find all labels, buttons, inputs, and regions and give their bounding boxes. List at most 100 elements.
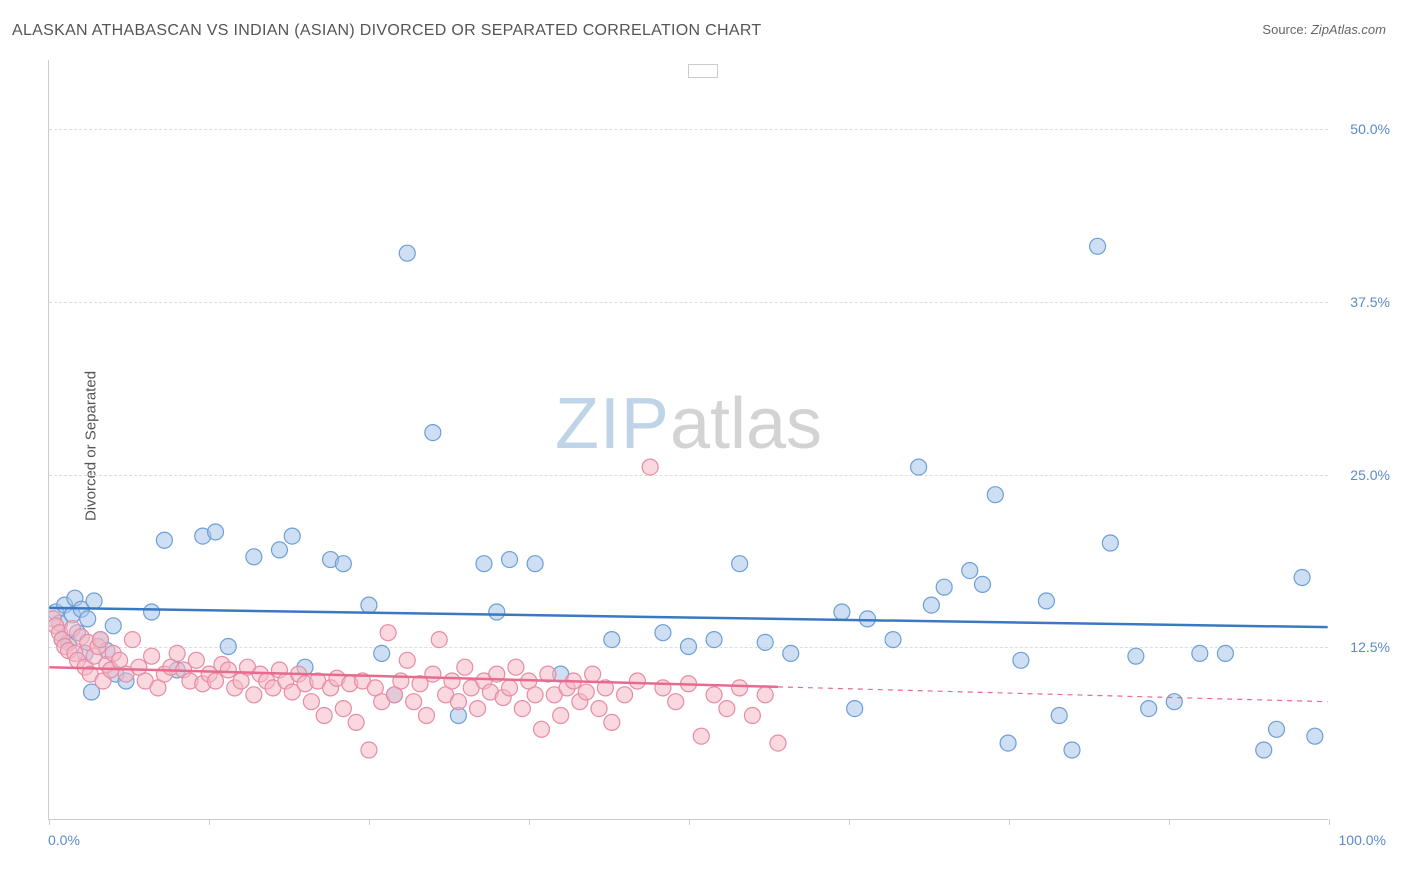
y-tick-label: 37.5% <box>1350 294 1390 310</box>
x-tick <box>1329 819 1330 825</box>
scatter-point <box>220 639 236 655</box>
scatter-svg <box>49 60 1328 819</box>
scatter-point <box>418 708 434 724</box>
scatter-point <box>169 645 185 661</box>
scatter-point <box>923 597 939 613</box>
scatter-point <box>457 659 473 675</box>
scatter-point <box>1256 742 1272 758</box>
scatter-point <box>502 680 518 696</box>
chart-title: ALASKAN ATHABASCAN VS INDIAN (ASIAN) DIV… <box>12 22 761 40</box>
scatter-point <box>208 524 224 540</box>
scatter-point <box>246 549 262 565</box>
scatter-point <box>642 459 658 475</box>
scatter-point <box>1192 645 1208 661</box>
scatter-point <box>1000 735 1016 751</box>
scatter-point <box>489 604 505 620</box>
scatter-point <box>885 632 901 648</box>
x-tick <box>529 819 530 825</box>
scatter-point <box>1294 570 1310 586</box>
scatter-point <box>527 556 543 572</box>
scatter-point <box>534 721 550 737</box>
scatter-point <box>1102 535 1118 551</box>
scatter-point <box>911 459 927 475</box>
scatter-point <box>335 556 351 572</box>
scatter-point <box>757 687 773 703</box>
scatter-point <box>380 625 396 641</box>
scatter-point <box>585 666 601 682</box>
scatter-point <box>514 701 530 717</box>
scatter-point <box>962 563 978 579</box>
scatter-point <box>425 666 441 682</box>
scatter-point <box>770 735 786 751</box>
trend-line <box>49 608 1327 627</box>
scatter-point <box>1166 694 1182 710</box>
scatter-point <box>208 673 224 689</box>
scatter-point <box>1307 728 1323 744</box>
x-tick <box>49 819 50 825</box>
scatter-point <box>617 687 633 703</box>
scatter-point <box>92 632 108 648</box>
scatter-point <box>1051 708 1067 724</box>
scatter-point <box>144 648 160 664</box>
scatter-point <box>706 687 722 703</box>
scatter-point <box>502 552 518 568</box>
scatter-point <box>936 579 952 595</box>
scatter-point <box>1090 238 1106 254</box>
x-tick <box>209 819 210 825</box>
scatter-point <box>399 652 415 668</box>
scatter-point <box>124 632 140 648</box>
scatter-point <box>476 556 492 572</box>
scatter-point <box>732 680 748 696</box>
scatter-point <box>655 680 671 696</box>
scatter-point <box>450 694 466 710</box>
scatter-point <box>527 687 543 703</box>
scatter-point <box>1141 701 1157 717</box>
scatter-point <box>335 701 351 717</box>
scatter-point <box>706 632 722 648</box>
scatter-point <box>86 593 102 609</box>
trend-line-extrapolated <box>778 687 1328 702</box>
scatter-point <box>361 742 377 758</box>
source-value: ZipAtlas.com <box>1311 22 1386 37</box>
scatter-point <box>655 625 671 641</box>
scatter-point <box>783 645 799 661</box>
scatter-point <box>271 542 287 558</box>
scatter-point <box>105 618 121 634</box>
scatter-point <box>553 708 569 724</box>
scatter-point <box>303 694 319 710</box>
y-tick-label: 12.5% <box>1350 639 1390 655</box>
scatter-point <box>284 528 300 544</box>
x-tick <box>369 819 370 825</box>
scatter-point <box>399 245 415 261</box>
scatter-point <box>604 632 620 648</box>
scatter-point <box>629 673 645 689</box>
y-tick-label: 25.0% <box>1350 467 1390 483</box>
scatter-point <box>361 597 377 613</box>
scatter-point <box>425 425 441 441</box>
scatter-point <box>316 708 332 724</box>
scatter-point <box>847 701 863 717</box>
scatter-point <box>693 728 709 744</box>
x-tick <box>1169 819 1170 825</box>
scatter-point <box>757 634 773 650</box>
scatter-point <box>470 701 486 717</box>
scatter-point <box>508 659 524 675</box>
x-tick <box>689 819 690 825</box>
correlation-legend <box>688 64 718 78</box>
scatter-point <box>975 576 991 592</box>
scatter-point <box>604 714 620 730</box>
scatter-point <box>681 639 697 655</box>
scatter-point <box>1013 652 1029 668</box>
scatter-point <box>1217 645 1233 661</box>
scatter-point <box>80 611 96 627</box>
chart-plot-area: ZIPatlas 12.5%25.0%37.5%50.0% <box>48 60 1328 820</box>
source-label: Source: <box>1262 22 1307 37</box>
x-axis-label-min: 0.0% <box>48 832 80 848</box>
scatter-point <box>188 652 204 668</box>
scatter-point <box>1064 742 1080 758</box>
source-attribution: Source: ZipAtlas.com <box>1262 22 1386 37</box>
scatter-point <box>444 673 460 689</box>
scatter-point <box>431 632 447 648</box>
scatter-point <box>348 714 364 730</box>
scatter-point <box>374 645 390 661</box>
